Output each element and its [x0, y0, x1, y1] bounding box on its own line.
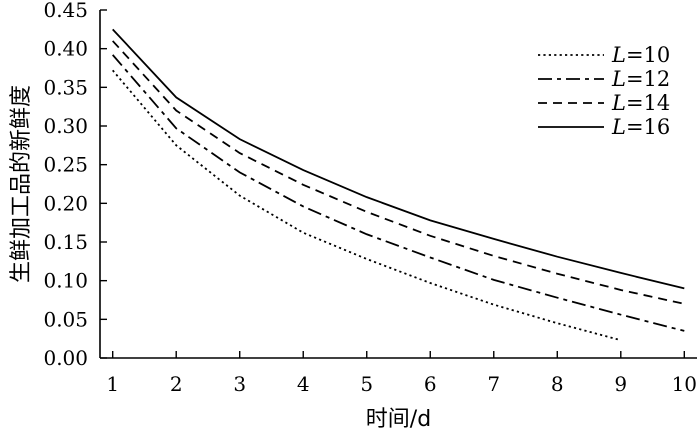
legend-value: =12 — [626, 67, 670, 91]
y-tick-label: 0.45 — [43, 0, 88, 22]
y-tick-label: 0.15 — [43, 230, 88, 254]
legend-variable: L — [611, 67, 626, 91]
x-tick-label: 6 — [424, 372, 437, 396]
legend-variable: L — [611, 115, 626, 139]
legend-label: L=10 — [611, 43, 670, 67]
x-axis-label: 时间/d — [366, 407, 431, 432]
legend-value: =10 — [626, 43, 670, 67]
x-tick-label: 2 — [170, 372, 183, 396]
x-tick-label: 8 — [551, 372, 564, 396]
legend-variable: L — [611, 91, 626, 115]
legend-value: =14 — [626, 91, 670, 115]
y-tick-label: 0.20 — [43, 191, 88, 215]
legend-label: L=12 — [611, 67, 670, 91]
y-tick-label: 0.35 — [43, 75, 88, 99]
y-ticks: 0.00 0.05 0.10 0.15 0.20 0.25 0.30 0.35 0.40 0.45 — [43, 0, 107, 370]
legend-variable: L — [611, 43, 626, 67]
series-line-l-12 — [112, 54, 685, 332]
axes — [99, 10, 697, 359]
x-tick-label: 7 — [487, 372, 500, 396]
x-tick-label: 4 — [297, 372, 310, 396]
y-axis-label: 生鲜加工品的新鲜度 — [9, 85, 34, 283]
series-line-l-16 — [112, 28, 685, 290]
legend-label: L=16 — [611, 115, 670, 139]
y-tick-label: 0.05 — [43, 307, 88, 331]
series-line-l-14 — [112, 40, 685, 305]
series-group — [112, 28, 685, 342]
x-tick-label: 10 — [672, 372, 697, 396]
x-tick-label: 9 — [614, 372, 627, 396]
x-tick-label: 5 — [360, 372, 373, 396]
y-tick-label: 0.30 — [43, 114, 88, 138]
x-tick-label: 3 — [233, 372, 246, 396]
series-line-l-10 — [112, 69, 622, 342]
y-tick-label: 0.10 — [43, 269, 88, 293]
x-tick-label: 1 — [106, 372, 119, 396]
y-tick-label: 0.25 — [43, 153, 88, 177]
x-ticks: 1 2 3 4 5 6 7 8 9 10 — [106, 351, 697, 396]
y-tick-label: 0.40 — [43, 37, 88, 61]
y-tick-label: 0.00 — [43, 346, 88, 370]
legend-label: L=14 — [611, 91, 670, 115]
legend: L=10L=12L=14L=16 — [538, 43, 670, 139]
legend-value: =16 — [626, 115, 670, 139]
